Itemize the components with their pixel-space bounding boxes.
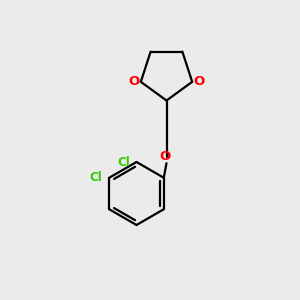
Text: Cl: Cl [118, 155, 130, 169]
Text: O: O [193, 75, 204, 88]
Text: Cl: Cl [89, 171, 102, 184]
Text: O: O [129, 75, 140, 88]
Text: O: O [160, 150, 171, 163]
